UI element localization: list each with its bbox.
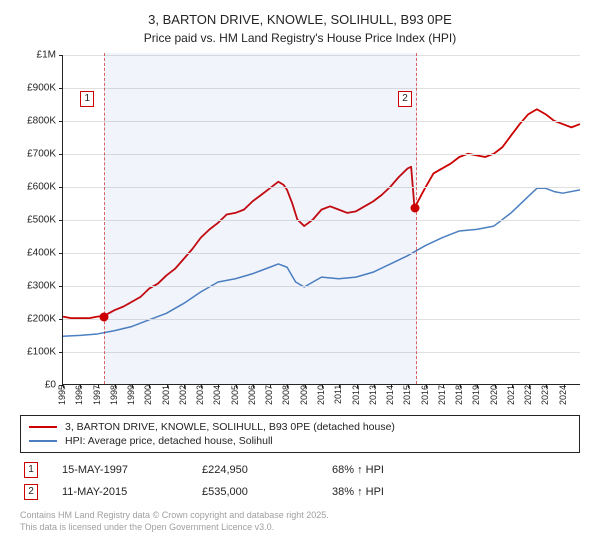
data-point-row: 2 11-MAY-2015£535,00038% ↑ HPI	[20, 481, 580, 503]
legend-label: 3, BARTON DRIVE, KNOWLE, SOLIHULL, B93 0…	[65, 421, 395, 433]
x-tick-label: 2005	[229, 385, 241, 409]
footnote-line2: This data is licensed under the Open Gov…	[20, 521, 580, 533]
x-tick-label: 2000	[142, 385, 154, 409]
x-tick-label: 1998	[108, 385, 120, 409]
marker-label-box: 1	[80, 91, 94, 107]
data-point-price: £224,950	[202, 464, 332, 476]
x-tick-label: 1997	[91, 385, 103, 409]
x-tick-label: 2018	[453, 385, 465, 409]
x-tick-label: 2013	[367, 385, 379, 409]
x-tick-label: 2016	[419, 385, 431, 409]
data-point-date: 11-MAY-2015	[62, 486, 202, 498]
y-tick-label: £1M	[12, 50, 60, 61]
marker-dot	[410, 204, 419, 213]
x-tick-label: 2004	[211, 385, 223, 409]
data-point-delta: 38% ↑ HPI	[332, 486, 384, 498]
legend-swatch	[29, 426, 57, 428]
legend-label: HPI: Average price, detached house, Soli…	[65, 435, 273, 447]
chart-title-address: 3, BARTON DRIVE, KNOWLE, SOLIHULL, B93 0…	[12, 12, 588, 27]
x-tick-label: 2003	[194, 385, 206, 409]
y-tick-label: £400K	[12, 248, 60, 259]
x-tick-label: 2021	[505, 385, 517, 409]
y-tick-label: £500K	[12, 215, 60, 226]
y-tick-label: £0	[12, 380, 60, 391]
data-point-delta: 68% ↑ HPI	[332, 464, 384, 476]
x-tick-label: 1999	[125, 385, 137, 409]
x-tick-label: 2001	[160, 385, 172, 409]
footnote: Contains HM Land Registry data © Crown c…	[20, 509, 580, 533]
x-tick-label: 1996	[73, 385, 85, 409]
x-tick-label: 2009	[298, 385, 310, 409]
x-tick-label: 2006	[246, 385, 258, 409]
x-tick-label: 2014	[384, 385, 396, 409]
legend-swatch	[29, 440, 57, 442]
y-tick-label: £700K	[12, 149, 60, 160]
data-points-table: 1 15-MAY-1997£224,95068% ↑ HPI 2 11-MAY-201…	[20, 459, 580, 503]
data-point-date: 15-MAY-1997	[62, 464, 202, 476]
marker-label-box: 2	[398, 91, 412, 107]
y-tick-label: £100K	[12, 347, 60, 358]
data-point-row: 1 15-MAY-1997£224,95068% ↑ HPI	[20, 459, 580, 481]
x-tick-label: 2020	[488, 385, 500, 409]
legend-box: 3, BARTON DRIVE, KNOWLE, SOLIHULL, B93 0…	[20, 415, 580, 453]
marker-dot	[99, 312, 108, 321]
data-point-marker: 1	[24, 462, 38, 478]
x-tick-label: 2008	[280, 385, 292, 409]
x-tick-label: 2022	[522, 385, 534, 409]
legend-row: 3, BARTON DRIVE, KNOWLE, SOLIHULL, B93 0…	[29, 420, 571, 434]
x-tick-label: 2007	[263, 385, 275, 409]
x-tick-label: 2002	[177, 385, 189, 409]
shade-band	[104, 53, 417, 384]
x-tick-label: 2024	[557, 385, 569, 409]
data-point-marker: 2	[24, 484, 38, 500]
chart-title-sub: Price paid vs. HM Land Registry's House …	[12, 31, 588, 45]
y-tick-label: £900K	[12, 83, 60, 94]
y-tick-label: £300K	[12, 281, 60, 292]
x-tick-label: 2011	[332, 385, 344, 409]
legend-row: HPI: Average price, detached house, Soli…	[29, 434, 571, 448]
y-tick-label: £800K	[12, 116, 60, 127]
x-tick-label: 2023	[539, 385, 551, 409]
x-tick-label: 2012	[350, 385, 362, 409]
y-tick-label: £200K	[12, 314, 60, 325]
plot-inner: 12	[62, 55, 580, 385]
x-tick-label: 2010	[315, 385, 327, 409]
y-tick-label: £600K	[12, 182, 60, 193]
data-point-price: £535,000	[202, 486, 332, 498]
x-tick-label: 2017	[436, 385, 448, 409]
chart-area: 12 1995199619971998199920002001200220032…	[12, 53, 588, 409]
footnote-line1: Contains HM Land Registry data © Crown c…	[20, 509, 580, 521]
x-tick-label: 2019	[470, 385, 482, 409]
x-tick-label: 2015	[401, 385, 413, 409]
